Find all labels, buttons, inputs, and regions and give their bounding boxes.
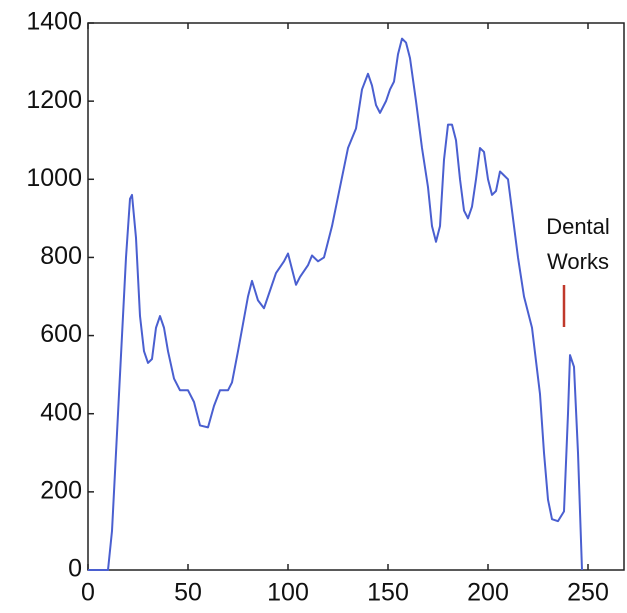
x-tick-label: 150 xyxy=(367,579,409,607)
x-tick-label: 100 xyxy=(267,579,309,607)
y-tick-label: 1400 xyxy=(26,8,82,36)
plot-frame xyxy=(87,22,625,571)
annotation-text: Works xyxy=(547,249,609,274)
data-line xyxy=(88,37,583,571)
x-tick-label: 0 xyxy=(81,579,95,607)
y-tick-label: 1200 xyxy=(26,86,82,114)
y-tick-label: 1000 xyxy=(26,164,82,192)
x-tick-label: 200 xyxy=(467,579,509,607)
y-tick-label: 800 xyxy=(40,242,82,270)
y-tick-label: 600 xyxy=(40,320,82,348)
y-tick-label: 0 xyxy=(68,555,82,583)
y-tick-label: 400 xyxy=(40,398,82,426)
x-tick-label: 250 xyxy=(567,579,609,607)
x-tick-label: 50 xyxy=(174,579,202,607)
y-tick-label: 200 xyxy=(40,476,82,504)
annotation-text: Dental xyxy=(546,214,610,239)
